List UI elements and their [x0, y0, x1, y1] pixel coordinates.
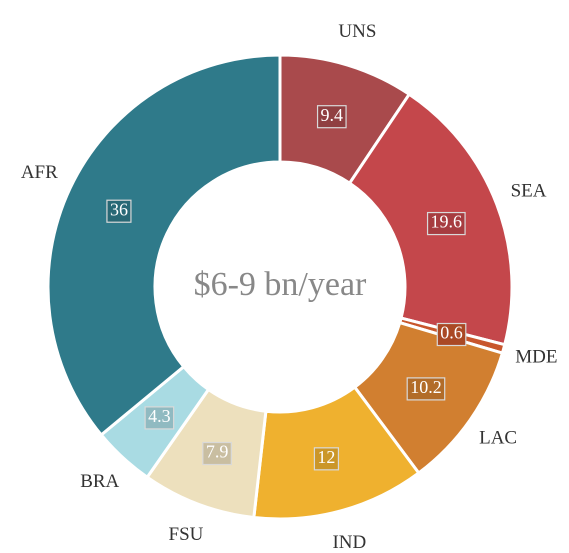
category-label: AFR — [21, 162, 58, 183]
category-label: BRA — [80, 471, 119, 492]
value-box — [426, 211, 466, 236]
category-label: FSU — [169, 524, 204, 545]
value-box — [406, 377, 446, 401]
value-box — [202, 441, 232, 466]
value-label: 36 — [106, 199, 132, 223]
category-label: IND — [332, 532, 366, 553]
value-label: 4.3 — [144, 406, 175, 430]
center-text: $6-9 bn/year — [194, 266, 367, 303]
value-text: 7.9 — [206, 442, 229, 462]
value-text: 36 — [110, 199, 128, 219]
value-text: 10.2 — [410, 377, 442, 397]
value-label: 10.2 — [406, 377, 446, 401]
value-label: 0.6 — [436, 322, 467, 347]
value-label: 19.6 — [426, 211, 466, 236]
value-box — [313, 447, 340, 471]
value-text: 19.6 — [431, 212, 463, 232]
category-label: LAC — [479, 428, 517, 449]
value-box — [436, 322, 467, 347]
value-label: 9.4 — [316, 105, 347, 129]
value-box — [316, 105, 347, 129]
category-label: MDE — [515, 346, 557, 367]
value-text: 4.3 — [148, 406, 171, 426]
category-label: SEA — [511, 181, 547, 202]
value-label: 7.9 — [202, 441, 232, 466]
value-text: 0.6 — [440, 323, 463, 343]
value-text: 9.4 — [321, 105, 344, 125]
slice — [46, 53, 282, 437]
value-label: 12 — [313, 447, 340, 471]
value-box — [106, 199, 132, 223]
value-text: 12 — [317, 447, 335, 467]
value-box — [144, 406, 175, 430]
category-label: UNS — [338, 21, 376, 42]
